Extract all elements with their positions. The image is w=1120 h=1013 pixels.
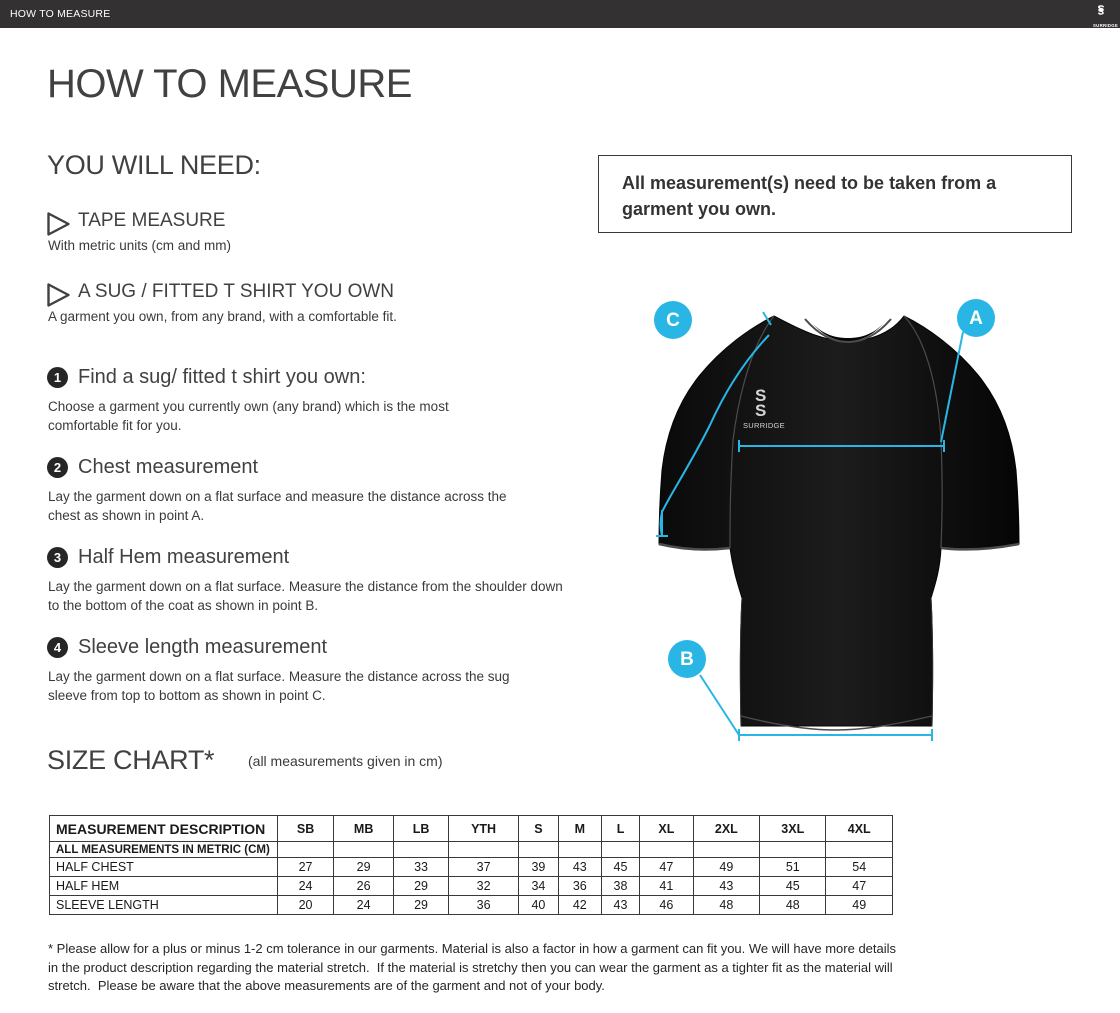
svg-text:SURRIDGE: SURRIDGE (743, 421, 785, 430)
svg-text:B: B (680, 649, 694, 670)
svg-text:S: S (755, 401, 766, 420)
svg-text:A: A (969, 308, 983, 329)
svg-text:C: C (666, 310, 680, 331)
